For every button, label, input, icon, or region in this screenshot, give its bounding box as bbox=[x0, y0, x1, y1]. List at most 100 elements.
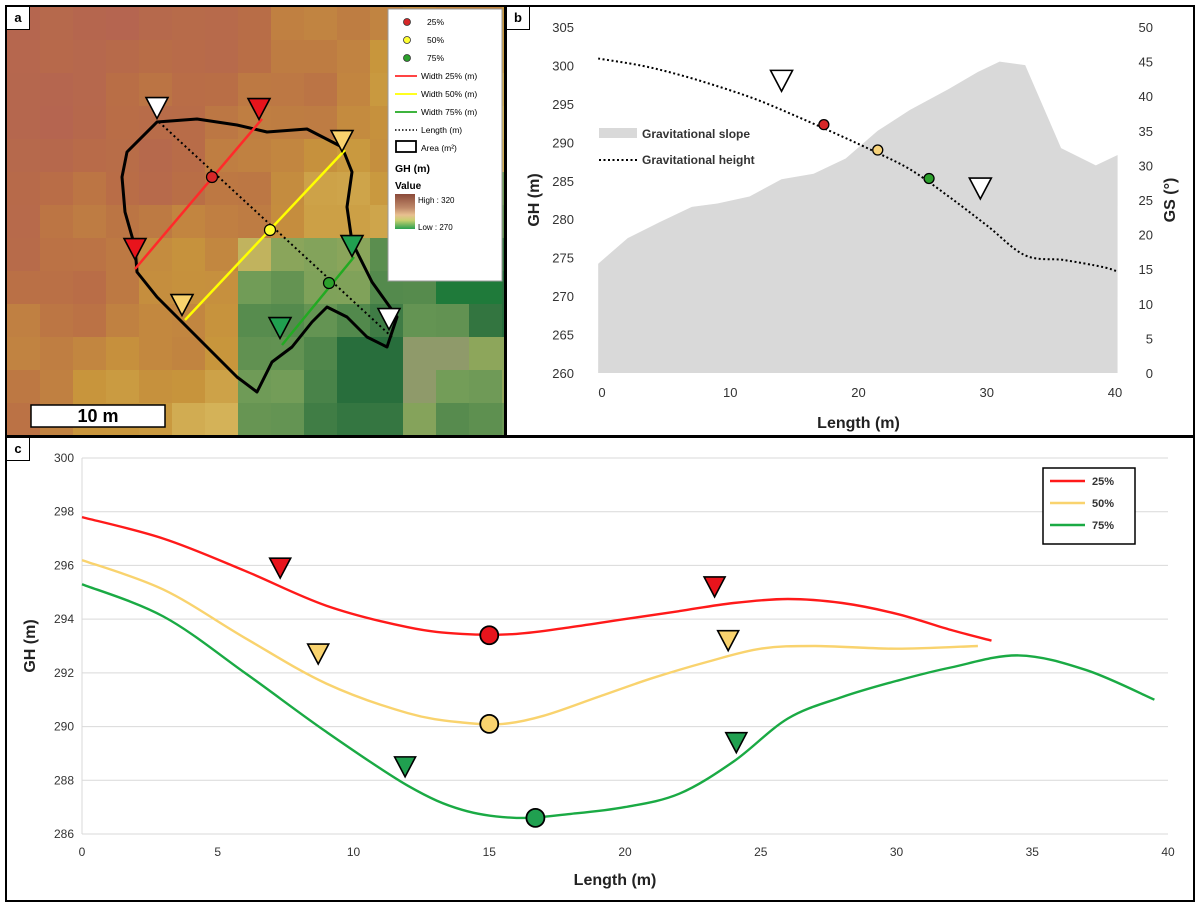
raster-cell bbox=[106, 337, 140, 371]
y-tick-label: 295 bbox=[552, 97, 574, 112]
raster-cell bbox=[271, 139, 305, 173]
x-tick-label: 25 bbox=[754, 845, 768, 859]
y-tick-label: 260 bbox=[552, 366, 574, 381]
raster-cell bbox=[172, 139, 206, 173]
raster-cell bbox=[73, 139, 107, 173]
legend-point-label: 25% bbox=[427, 17, 444, 27]
y2-tick-label: 0 bbox=[1146, 366, 1153, 381]
landslide-area-outline bbox=[120, 117, 399, 394]
raster-cell bbox=[205, 73, 239, 107]
raster-cell bbox=[304, 238, 338, 272]
legend-line-label: Width 25% (m) bbox=[421, 71, 477, 81]
raster-cell bbox=[73, 205, 107, 239]
triangle-marker bbox=[716, 629, 740, 653]
triangle-marker bbox=[702, 576, 727, 599]
raster-cell bbox=[238, 238, 272, 272]
map-canvas: 10 m 25% 50% 75% Width 25% (m) Width 50% (m) W… bbox=[7, 7, 504, 435]
raster-cell bbox=[7, 73, 41, 107]
legend-slope-label: Gravitational slope bbox=[642, 127, 750, 141]
raster-cell bbox=[139, 40, 173, 74]
series-50-line bbox=[81, 558, 978, 726]
raster-cell bbox=[172, 7, 206, 41]
raster-cell bbox=[238, 7, 272, 41]
raster-cell bbox=[139, 7, 173, 41]
raster-cell bbox=[172, 40, 206, 74]
raster-cell bbox=[304, 403, 338, 435]
raster-cell bbox=[7, 172, 41, 206]
raster-cell bbox=[271, 337, 305, 371]
legend-series-label: 50% bbox=[1092, 498, 1114, 510]
panel-a-map: a 10 m 25% 50% 75% Width 25% (m) Width 50% (m… bbox=[5, 5, 506, 437]
y2-tick-label: 40 bbox=[1139, 89, 1153, 104]
raster-cell bbox=[73, 304, 107, 338]
y-tick-label: 294 bbox=[54, 612, 74, 626]
raster-cell bbox=[106, 73, 140, 107]
raster-cell bbox=[337, 172, 371, 206]
raster-cell bbox=[238, 271, 272, 305]
x-tick-label: 15 bbox=[483, 845, 497, 859]
chart-legend: 25% 50% 75% bbox=[1042, 467, 1136, 545]
panel-label-c: c bbox=[7, 438, 30, 461]
y-tick-label: 300 bbox=[54, 451, 74, 465]
legend-line-label: Width 50% (m) bbox=[421, 89, 477, 99]
raster-cell bbox=[106, 106, 140, 140]
raster-cell bbox=[205, 40, 239, 74]
raster-cell bbox=[403, 403, 437, 435]
legend-series-label: 75% bbox=[1092, 520, 1114, 532]
point-marker bbox=[525, 807, 546, 828]
raster-cell bbox=[205, 403, 239, 435]
profile-legend: Gravitational slope Gravitational height bbox=[599, 127, 755, 167]
raster-cell bbox=[139, 337, 173, 371]
series-gravitational-slope bbox=[598, 61, 1118, 373]
raster-cell bbox=[238, 40, 272, 74]
x-tick-label: 10 bbox=[723, 385, 737, 400]
raster-cell bbox=[73, 238, 107, 272]
raster-cell bbox=[403, 370, 436, 403]
raster-cell bbox=[73, 271, 107, 305]
x-tick-label: 35 bbox=[1026, 845, 1040, 859]
raster-cell bbox=[304, 337, 338, 371]
raster-cell bbox=[40, 7, 74, 41]
panel-label-b: b bbox=[507, 7, 530, 30]
legend-area-label: Area (m²) bbox=[421, 143, 457, 153]
series-25-line bbox=[81, 515, 992, 642]
raster-cell bbox=[403, 337, 436, 370]
raster-cell bbox=[139, 139, 173, 173]
raster-cell bbox=[7, 205, 41, 239]
y-tick-label: 265 bbox=[552, 328, 574, 343]
raster-cell bbox=[337, 337, 371, 371]
y-tick-label: 270 bbox=[552, 289, 574, 304]
profile-chart: 2602652702752802852902953003050510152025… bbox=[526, 20, 1179, 432]
legend-gh-title: GH (m) bbox=[395, 163, 430, 175]
legend-slope-symbol bbox=[599, 128, 637, 138]
point-75 bbox=[322, 276, 336, 290]
raster-cell bbox=[337, 271, 371, 305]
triangle-marker bbox=[724, 731, 749, 755]
point-marker bbox=[479, 713, 500, 734]
raster-cell bbox=[469, 304, 503, 338]
raster-cell bbox=[40, 205, 74, 239]
raster-cell bbox=[238, 403, 272, 435]
legend-line-label: Length (m) bbox=[421, 125, 462, 135]
raster-cell bbox=[172, 172, 206, 206]
raster-cell bbox=[271, 73, 305, 107]
triangle-marker bbox=[144, 96, 170, 121]
x-tick-label: 5 bbox=[214, 845, 221, 859]
y-tick-label: 290 bbox=[54, 720, 74, 734]
point-marker bbox=[818, 118, 830, 131]
raster-cell bbox=[106, 205, 140, 239]
triangle-marker bbox=[339, 234, 365, 259]
raster-cell bbox=[502, 271, 504, 305]
raster-cell bbox=[40, 172, 74, 206]
y2-axis-title: GS (°) bbox=[1162, 178, 1179, 223]
triangle-marker bbox=[329, 129, 355, 154]
x-tick-label: 0 bbox=[598, 385, 605, 400]
raster-cell bbox=[238, 139, 272, 173]
scale-bar-label: 10 m bbox=[77, 406, 118, 426]
triangle-marker bbox=[393, 756, 417, 779]
legend-height-label: Gravitational height bbox=[642, 153, 755, 167]
raster-cell bbox=[139, 205, 173, 239]
raster-cell bbox=[337, 403, 371, 435]
x-tick-label: 40 bbox=[1108, 385, 1122, 400]
raster-cell bbox=[139, 370, 173, 404]
